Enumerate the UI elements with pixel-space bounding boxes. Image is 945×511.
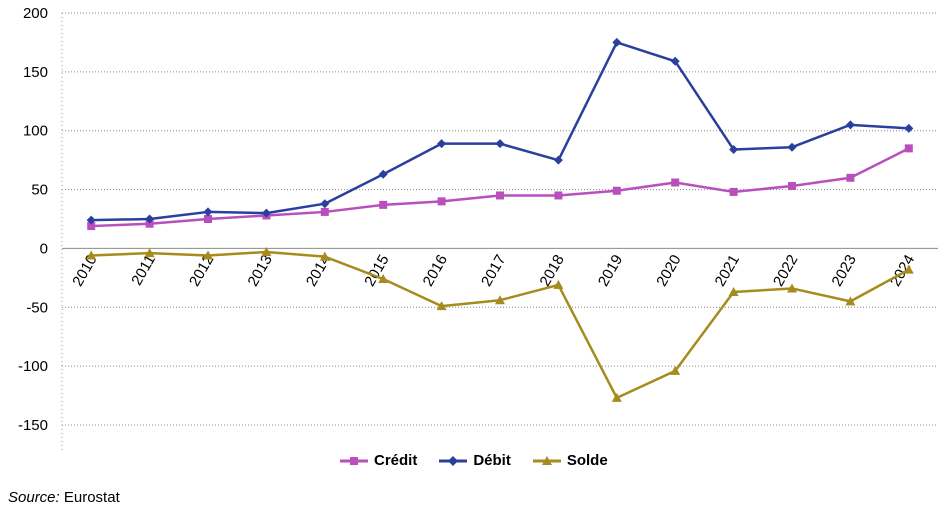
point-credit <box>788 182 796 191</box>
x-tick-label: 2012 <box>186 252 217 289</box>
point-debit <box>787 142 797 152</box>
x-tick-label: 2022 <box>770 252 801 289</box>
point-debit <box>670 56 680 66</box>
point-solde <box>495 295 505 305</box>
legend-swatch-debit <box>439 455 468 466</box>
source-label: Source: <box>8 489 60 506</box>
x-tick-label: 2020 <box>653 252 684 289</box>
x-tick-label: 2021 <box>712 252 743 289</box>
point-debit <box>86 215 96 225</box>
point-solde <box>903 264 914 274</box>
series-group <box>86 37 914 402</box>
line-chart: -150 -100 -50 0 50 100 150 200 2010 2011 2012 2013… <box>18 5 938 450</box>
point-debit <box>203 207 213 217</box>
y-tick-label: 50 <box>31 182 48 199</box>
point-debit <box>261 208 271 218</box>
legend-item-credit: Crédit <box>340 452 417 469</box>
point-debit <box>320 199 330 209</box>
point-credit <box>554 191 563 200</box>
point-solde <box>319 251 330 261</box>
point-debit <box>729 145 739 155</box>
source-text: Eurostat <box>63 489 120 506</box>
point-solde <box>144 248 155 258</box>
legend-label-credit: Crédit <box>374 452 418 469</box>
point-solde <box>436 301 447 311</box>
point-credit <box>729 187 738 196</box>
y-tick-label: -150 <box>18 417 48 434</box>
point-solde <box>378 274 389 284</box>
legend-label-debit: Débit <box>473 452 511 469</box>
point-credit <box>320 207 329 216</box>
point-credit <box>204 215 212 223</box>
y-axis: -150 -100 -50 0 50 100 150 200 <box>18 5 48 434</box>
x-tick-label: 2024 <box>887 252 918 289</box>
point-credit <box>612 186 621 195</box>
point-solde <box>845 296 856 306</box>
x-tick-label: 2013 <box>244 252 275 289</box>
point-solde <box>611 392 622 402</box>
point-debit <box>495 139 505 149</box>
point-solde <box>261 246 272 256</box>
legend-item-debit: Débit <box>439 452 511 469</box>
x-tick-label: 2015 <box>361 252 392 289</box>
legend-label-solde: Solde <box>566 452 608 469</box>
point-credit <box>379 200 388 209</box>
legend-item-solde: Solde <box>532 452 608 469</box>
y-tick-label: -100 <box>18 358 48 375</box>
point-debit <box>553 155 563 165</box>
point-credit <box>671 178 680 187</box>
point-credit <box>496 191 504 200</box>
point-credit <box>145 219 154 228</box>
x-tick-label: 2011 <box>128 252 159 288</box>
y-tick-label: 0 <box>40 240 48 257</box>
point-credit <box>846 173 855 182</box>
legend-swatch-credit <box>340 456 368 465</box>
point-solde <box>86 250 97 260</box>
point-solde <box>787 283 797 293</box>
gridlines <box>61 12 938 450</box>
point-debit <box>612 37 622 47</box>
point-credit <box>87 222 96 231</box>
point-solde <box>670 365 681 375</box>
y-tick-label: 100 <box>23 123 48 140</box>
x-tick-label: 2023 <box>828 252 859 289</box>
point-debit <box>904 123 914 133</box>
point-debit <box>378 169 388 179</box>
point-debit <box>145 214 155 224</box>
y-tick-label: -50 <box>26 299 48 316</box>
x-tick-label: 2019 <box>595 252 626 289</box>
point-debit <box>845 120 855 130</box>
x-tick-label: 2016 <box>420 252 451 289</box>
y-tick-label: 200 <box>23 5 48 22</box>
series-line-credit <box>91 147 910 228</box>
x-tick-label: 2018 <box>536 252 567 289</box>
source-note: Source: Eurostat <box>8 489 120 506</box>
x-tick-label: 2010 <box>69 252 100 289</box>
point-credit <box>904 144 913 153</box>
point-credit <box>437 197 446 206</box>
y-tick-label: 150 <box>23 64 48 81</box>
point-solde <box>553 279 564 289</box>
point-solde <box>728 286 739 296</box>
legend: Crédit Débit Solde <box>340 452 608 469</box>
point-solde <box>203 250 213 260</box>
x-tick-label: 2017 <box>478 252 509 289</box>
point-debit <box>437 139 447 149</box>
legend-swatch-solde <box>532 455 561 465</box>
